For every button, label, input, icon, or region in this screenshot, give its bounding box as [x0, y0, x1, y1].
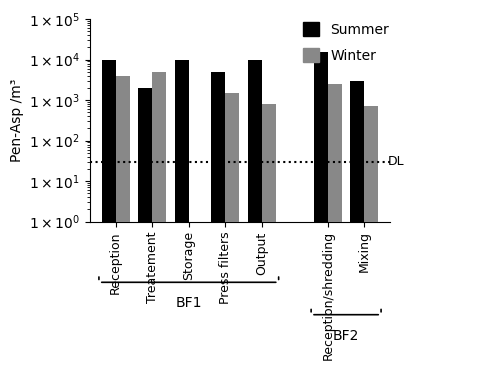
Bar	[152, 72, 166, 382]
Bar	[116, 76, 130, 382]
Bar	[138, 88, 152, 382]
Legend: Summer, Winter: Summer, Winter	[302, 22, 389, 63]
Text: BF1: BF1	[176, 296, 202, 311]
Text: BF2: BF2	[333, 329, 359, 343]
Bar	[212, 72, 226, 382]
Text: DL: DL	[388, 155, 405, 168]
Y-axis label: Pen-Asp /m³: Pen-Asp /m³	[10, 79, 24, 162]
Bar	[350, 81, 364, 382]
Bar	[175, 60, 189, 382]
Bar	[262, 104, 276, 382]
Bar	[364, 106, 378, 382]
Bar	[314, 52, 328, 382]
Bar	[226, 93, 239, 382]
Bar	[102, 60, 116, 382]
Bar	[248, 60, 262, 382]
Bar	[328, 84, 342, 382]
